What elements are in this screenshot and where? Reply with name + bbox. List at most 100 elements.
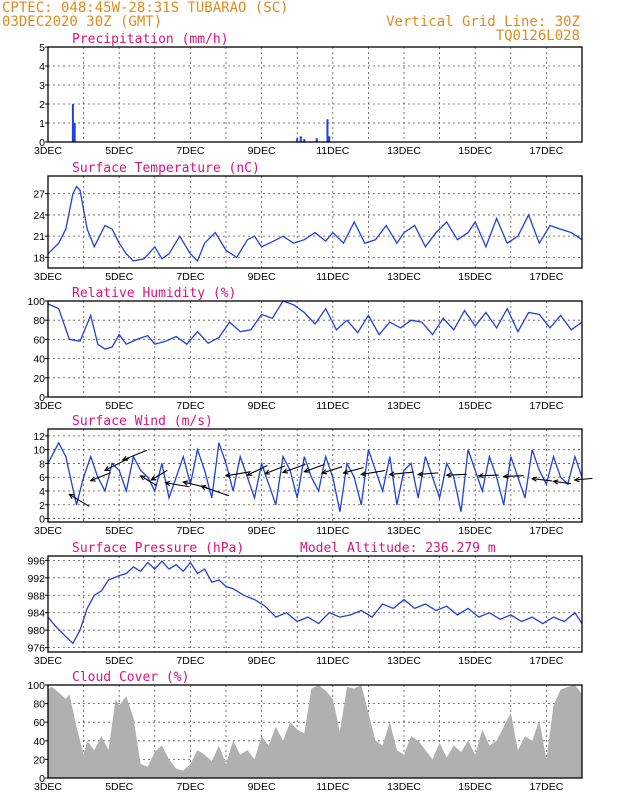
x-tick-label: 3DEC <box>34 271 62 283</box>
panel-frame <box>47 684 583 779</box>
panel-frame <box>47 300 583 398</box>
wind-arrow <box>89 472 111 482</box>
y-tick-label: 80 <box>33 315 45 327</box>
wind-arrow-shaft <box>304 463 325 473</box>
wind-arrow-shaft <box>122 449 147 461</box>
y-tick-label: 20 <box>33 754 45 766</box>
y-tick-label: 5 <box>39 42 45 54</box>
y-tick-label: 100 <box>27 296 45 308</box>
panel-frame <box>47 555 583 653</box>
wind-arrow <box>281 463 306 474</box>
header-location: CPTEC: 048:45W-28:31S TUBARAO (SC) <box>2 0 289 16</box>
wind-arrow-shaft <box>264 465 286 475</box>
panel-frame <box>47 175 583 269</box>
precip-bar <box>296 138 299 142</box>
y-tick-label: 980 <box>27 625 45 637</box>
x-tick-label: 15DEC <box>458 145 492 157</box>
panel-surface-wind-m-s: Surface Wind (m/s) 0 2 4 6 810 12 3DEC 5DEC 7DEC 9… <box>33 414 593 537</box>
y-tick-label: 6 <box>39 472 45 484</box>
x-tick-label: 13DEC <box>387 655 421 667</box>
wind-arrow <box>164 480 190 488</box>
y-tick-label: 20 <box>33 373 45 385</box>
y-tick-label: 992 <box>27 573 45 585</box>
x-tick-label: 3DEC <box>34 655 62 667</box>
panel-title: Cloud Cover (%) <box>72 670 189 685</box>
x-tick-label: 11DEC <box>316 271 349 283</box>
wind-arrow-head <box>246 470 253 476</box>
wind-arrow-shaft <box>343 466 364 474</box>
x-tick-label: 9DEC <box>248 781 276 793</box>
header-run-time: 03DEC2020 30Z (GMT) <box>2 14 162 30</box>
series-line <box>47 560 583 645</box>
wind-arrow-head <box>320 469 328 475</box>
wind-arrow <box>68 493 90 507</box>
header: CPTEC: 048:45W-28:31S TUBARAO (SC) 03DEC… <box>2 0 580 44</box>
wind-arrow-shaft <box>418 472 439 476</box>
x-tick-label: 7DEC <box>176 271 204 283</box>
header-model-code: TQ0126L028 <box>496 28 580 44</box>
wind-arrow <box>502 473 524 480</box>
x-tick-label: 13DEC <box>387 145 421 157</box>
wind-arrow-shaft <box>446 473 467 476</box>
x-tick-label: 17DEC <box>529 145 563 157</box>
x-tick-label: 13DEC <box>387 271 421 283</box>
precip-bar <box>303 139 306 142</box>
wind-arrow <box>263 465 286 475</box>
y-tick-label: 12 <box>33 431 45 443</box>
y-tick-label: 2 <box>39 99 45 111</box>
x-tick-label: 9DEC <box>248 400 276 412</box>
wind-arrow-head <box>445 472 452 478</box>
y-tick-label: 0 <box>39 392 45 404</box>
series-line <box>47 300 583 350</box>
wind-arrow-shaft <box>165 482 190 488</box>
wind-arrow <box>199 485 230 497</box>
wind-arrow <box>320 466 343 475</box>
x-tick-label: 3DEC <box>34 525 62 537</box>
panel-precipitation-mm-h: Precipitation (mm/h) 0 1 2 3 4 5 3DEC 5DEC 7DEC 9D… <box>34 32 583 157</box>
wind-arrow-head <box>477 473 484 479</box>
x-tick-label: 17DEC <box>529 525 563 537</box>
wind-arrow-head <box>89 476 96 482</box>
panel-relative-humidity: Relative Humidity (%) 0 20 40 60 80 100 3DEC 5DE… <box>27 286 583 412</box>
y-tick-label: 10 <box>33 445 45 457</box>
wind-arrow-head <box>182 480 189 486</box>
y-tick-label: 4 <box>39 486 45 498</box>
panel-title: Relative Humidity (%) <box>72 286 236 301</box>
x-tick-label: 15DEC <box>458 781 492 793</box>
panel-frame <box>47 428 583 523</box>
y-tick-label: 976 <box>27 643 45 655</box>
y-tick-label: 27 <box>33 189 45 201</box>
cloud-area <box>48 685 582 778</box>
x-tick-label: 13DEC <box>387 400 421 412</box>
wind-arrow-head <box>281 468 288 474</box>
x-tick-label: 17DEC <box>529 655 563 667</box>
x-tick-label: 7DEC <box>176 781 204 793</box>
wind-arrow-head <box>416 471 424 477</box>
panel-title: Surface Pressure (hPa) <box>72 541 244 556</box>
wind-arrow-shaft <box>150 469 168 481</box>
y-tick-label: 2 <box>39 500 45 512</box>
wind-arrow-shaft <box>532 478 553 482</box>
x-tick-label: 15DEC <box>458 400 492 412</box>
precip-bar <box>328 136 331 142</box>
x-tick-label: 17DEC <box>529 271 563 283</box>
wind-arrow-shaft <box>247 465 268 476</box>
wind-arrow-head <box>552 479 559 485</box>
y-tick-label: 60 <box>33 334 45 346</box>
series-line <box>47 441 583 512</box>
y-tick-label: 60 <box>33 717 45 729</box>
wind-arrow-head <box>303 467 310 473</box>
x-tick-label: 9DEC <box>248 525 276 537</box>
y-tick-label: 996 <box>27 555 45 567</box>
x-tick-label: 11DEC <box>316 145 349 157</box>
x-tick-label: 11DEC <box>316 655 349 667</box>
wind-arrow-shaft <box>200 485 230 497</box>
wind-arrow <box>360 469 386 477</box>
wind-arrow-head <box>263 469 271 475</box>
x-tick-label: 3DEC <box>34 400 62 412</box>
wind-arrow-head <box>224 472 231 478</box>
wind-arrow-head <box>342 469 349 475</box>
x-tick-label: 3DEC <box>34 145 62 157</box>
x-tick-label: 11DEC <box>316 400 349 412</box>
wind-arrow-shaft <box>553 480 572 485</box>
